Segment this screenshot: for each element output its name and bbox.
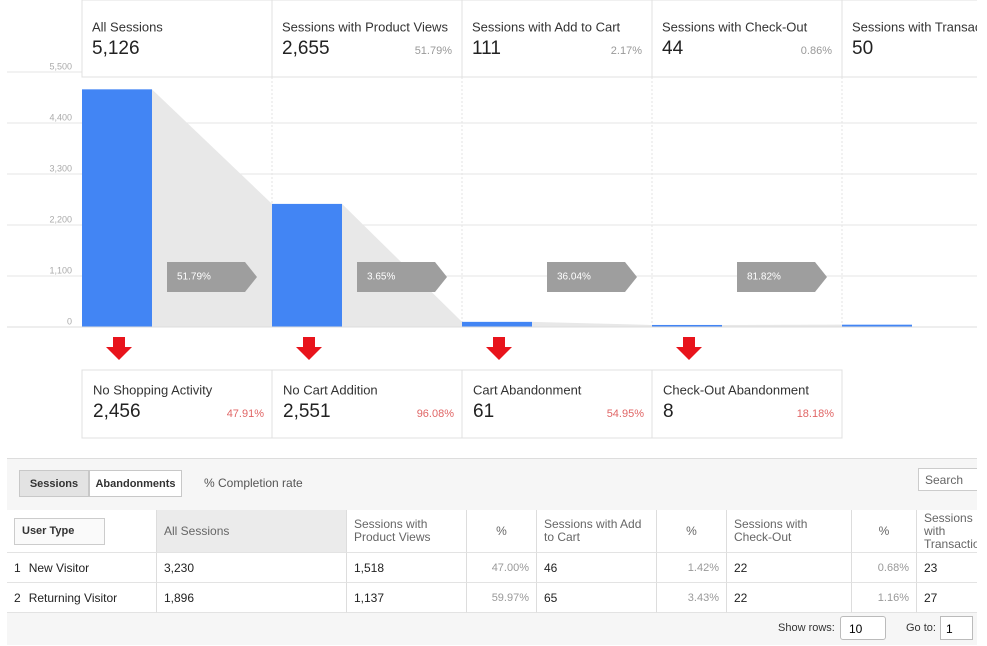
completion-rate: 36.04% (557, 272, 591, 283)
rows-select[interactable]: 10 (840, 616, 886, 640)
y-tick-label: 5,500 (49, 61, 72, 71)
stage-header-box (461, 0, 653, 78)
abandon-label: No Cart Addition (283, 382, 378, 397)
funnel-bar (652, 324, 722, 327)
abandon-value: 2,551 (283, 401, 331, 422)
completion-rate: 51.79% (177, 272, 211, 283)
search-input[interactable]: Search (918, 468, 977, 491)
stage-header-box (651, 0, 843, 78)
stage-value: 5,126 (92, 38, 140, 59)
y-tick-label: 3,300 (49, 163, 72, 173)
funnel-bar (462, 321, 532, 327)
funnel-bar (82, 89, 152, 327)
abandon-box (271, 369, 463, 439)
stage-label: Sessions with Product Views (282, 19, 448, 34)
funnel-bar (842, 324, 912, 327)
stage-value: 44 (662, 38, 684, 59)
abandon-rate: 54.95% (607, 408, 645, 420)
abandon-value: 8 (663, 401, 674, 422)
abandon-label: Check-Out Abandonment (663, 382, 809, 397)
y-tick-label: 2,200 (49, 214, 72, 224)
abandon-arrow (486, 337, 512, 360)
stage-value: 50 (852, 38, 873, 59)
stage-label: Sessions with Add to Cart (472, 19, 621, 34)
stage-rate: 51.79% (415, 45, 453, 57)
abandon-value: 2,456 (93, 401, 141, 422)
y-tick-label: 1,100 (49, 265, 72, 275)
show-rows-label: Show rows: (778, 622, 835, 634)
go-to-label: Go to: (906, 622, 936, 634)
completion-rate: 81.82% (747, 272, 781, 283)
stage-label: Sessions with Transactions (852, 19, 977, 34)
funnel-bar (272, 203, 342, 327)
funnel-connector (722, 324, 842, 327)
stage-label: All Sessions (92, 19, 163, 34)
completion-arrow (167, 262, 257, 292)
abandon-label: Cart Abandonment (473, 382, 582, 397)
completion-rate: 3.65% (367, 272, 395, 283)
abandon-arrow (296, 337, 322, 360)
abandon-label: No Shopping Activity (93, 382, 213, 397)
stage-header-box (81, 0, 273, 78)
completion-arrow (357, 262, 447, 292)
tab-button[interactable]: Abandonments (89, 470, 182, 497)
abandon-box (651, 369, 843, 439)
tab-button[interactable]: Sessions (19, 470, 89, 497)
completion-arrow (737, 262, 827, 292)
y-tick-label: 4,400 (49, 112, 72, 122)
stage-value: 111 (472, 38, 501, 59)
stage-rate: 2.17% (611, 45, 642, 57)
stage-value: 2,655 (282, 38, 330, 59)
abandon-value: 61 (473, 401, 494, 422)
abandon-arrow (676, 337, 702, 360)
completion-arrow (547, 262, 637, 292)
completion-toggle[interactable]: % Completion rate (204, 476, 303, 490)
stage-label: Sessions with Check-Out (662, 19, 808, 34)
stage-header-box (841, 0, 977, 78)
abandon-rate: 18.18% (797, 408, 835, 420)
abandon-box (461, 369, 653, 439)
abandon-rate: 96.08% (417, 408, 455, 420)
funnel-chart: 0 1,100 2,200 3,300 4,400 5,500 All Sessions 5,… (7, 0, 977, 439)
funnel-connector (532, 321, 652, 327)
y-tick-label: 0 (67, 316, 72, 326)
page-input[interactable]: 1 (940, 616, 973, 640)
abandon-arrow (106, 337, 132, 360)
stage-rate: 0.86% (801, 45, 832, 57)
abandon-rate: 47.91% (227, 408, 265, 420)
